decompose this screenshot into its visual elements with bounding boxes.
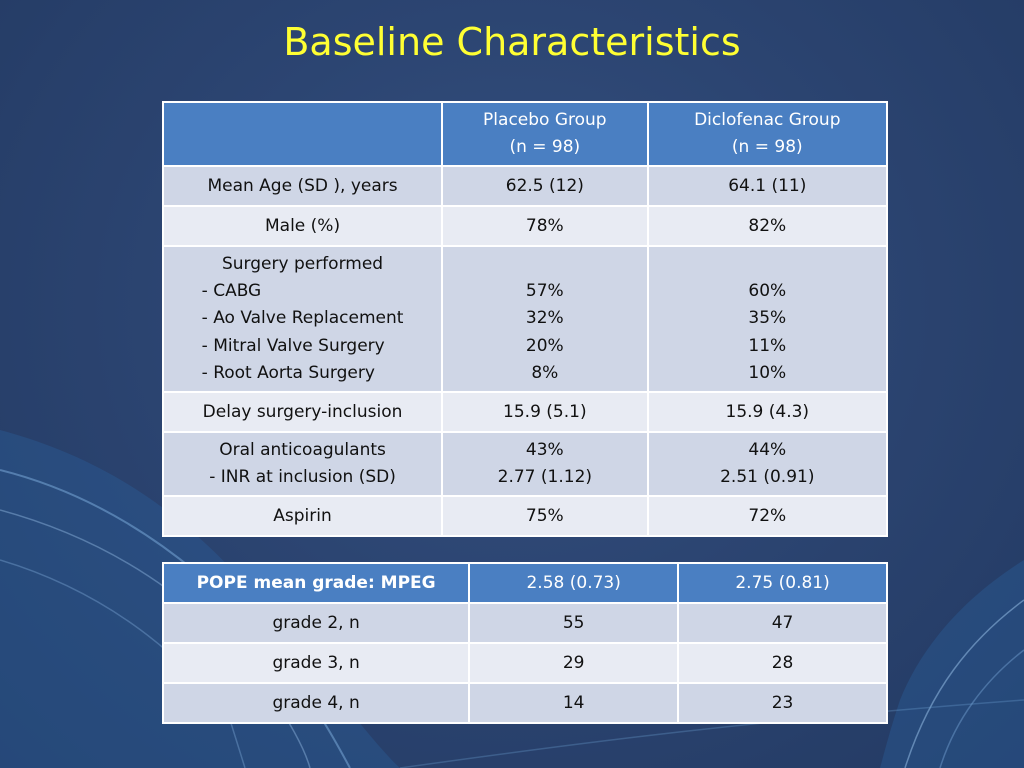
- diclofenac-value: 60%: [748, 281, 787, 302]
- table-row: grade 4, n 14 23: [161, 682, 888, 724]
- diclofenac-value: 28: [677, 642, 888, 684]
- diclofenac-value: 11%: [748, 335, 787, 356]
- placebo-value: 8%: [531, 362, 559, 383]
- surgery-label-cell: Surgery performed - CABG - Ao Valve Repl…: [161, 245, 444, 393]
- pope-grade-table: POPE mean grade: MPEG 2.58 (0.73) 2.75 (…: [161, 562, 888, 724]
- placebo-value: 57%: [525, 281, 564, 302]
- diclofenac-value: 10%: [748, 362, 787, 383]
- diclofenac-value: 64.1 (11): [646, 165, 889, 207]
- surgery-items: - CABG - Ao Valve Replacement - Mitral V…: [202, 278, 404, 387]
- table-row: Mean Age (SD ), years 62.5 (12) 64.1 (11…: [161, 165, 889, 207]
- diclofenac-value: 82%: [646, 205, 889, 247]
- oral-label-cell: Oral anticoagulants - INR at inclusion (…: [161, 431, 444, 497]
- placebo-value: 2.77 (1.12): [497, 467, 593, 487]
- row-label: Delay surgery-inclusion: [161, 391, 444, 433]
- diclofenac-header-title: Diclofenac Group: [694, 110, 841, 130]
- placebo-value: 75%: [441, 495, 649, 537]
- table-row: Male (%) 78% 82%: [161, 205, 889, 247]
- surgery-item: - Mitral Valve Surgery: [201, 335, 385, 356]
- diclofenac-value: 15.9 (4.3): [646, 391, 889, 433]
- pope-header-label: POPE mean grade: MPEG: [161, 562, 471, 604]
- row-label: grade 4, n: [161, 682, 471, 724]
- row-label: Surgery performed: [221, 253, 384, 274]
- diclofenac-value: 47: [677, 602, 888, 644]
- slide-title: Baseline Characteristics: [283, 20, 741, 64]
- placebo-value: 32%: [525, 308, 564, 329]
- placebo-value: 14: [468, 682, 680, 724]
- table-row: Delay surgery-inclusion 15.9 (5.1) 15.9 …: [161, 391, 889, 433]
- diclofenac-value-cell: 44% 2.51 (0.91): [646, 431, 889, 497]
- header-placebo: Placebo Group (n = 98): [441, 101, 649, 167]
- row-sublabel: - INR at inclusion (SD): [209, 467, 396, 487]
- placebo-value: 55: [468, 602, 680, 644]
- surgery-item: - Root Aorta Surgery: [201, 362, 375, 383]
- table-row: Aspirin 75% 72%: [161, 495, 889, 537]
- table-header-row: Placebo Group (n = 98) Diclofenac Group …: [161, 101, 889, 167]
- placebo-value: 62.5 (12): [441, 165, 649, 207]
- placebo-value: 43%: [525, 440, 564, 460]
- diclofenac-value: 35%: [748, 308, 787, 329]
- diclofenac-value: 72%: [646, 495, 889, 537]
- row-label: Male (%): [161, 205, 444, 247]
- diclofenac-value-cell: 60% 35% 11% 10%: [646, 245, 889, 393]
- row-label: grade 2, n: [161, 602, 471, 644]
- table-row: Oral anticoagulants - INR at inclusion (…: [161, 431, 889, 497]
- row-label: Mean Age (SD ), years: [161, 165, 444, 207]
- placebo-value: 29: [468, 642, 680, 684]
- placebo-value-cell: 43% 2.77 (1.12): [441, 431, 649, 497]
- diclofenac-value: 2.51 (0.91): [720, 467, 815, 487]
- placebo-value: 15.9 (5.1): [441, 391, 649, 433]
- table-row: grade 3, n 29 28: [161, 642, 888, 684]
- placebo-value: 78%: [441, 205, 649, 247]
- row-label: Aspirin: [161, 495, 444, 537]
- surgery-item: - Ao Valve Replacement: [201, 308, 404, 329]
- placebo-value-cell: 57% 32% 20% 8%: [441, 245, 649, 393]
- pope-placebo-value: 2.58 (0.73): [468, 562, 680, 604]
- surgery-item: - CABG: [201, 281, 262, 302]
- row-label: grade 3, n: [161, 642, 471, 684]
- diclofenac-value: 44%: [748, 440, 787, 460]
- baseline-table: Placebo Group (n = 98) Diclofenac Group …: [161, 101, 889, 537]
- placebo-header-title: Placebo Group: [483, 110, 607, 130]
- table-row: grade 2, n 55 47: [161, 602, 888, 644]
- placebo-value: 20%: [525, 335, 564, 356]
- header-empty-cell: [161, 101, 444, 167]
- diclofenac-header-n: (n = 98): [731, 137, 803, 157]
- placebo-header-n: (n = 98): [509, 137, 581, 157]
- header-diclofenac: Diclofenac Group (n = 98): [646, 101, 889, 167]
- row-label: Oral anticoagulants: [219, 440, 386, 460]
- pope-diclofenac-value: 2.75 (0.81): [677, 562, 888, 604]
- table-header-row: POPE mean grade: MPEG 2.58 (0.73) 2.75 (…: [161, 562, 888, 604]
- diclofenac-value: 23: [677, 682, 888, 724]
- table-row: Surgery performed - CABG - Ao Valve Repl…: [161, 245, 889, 393]
